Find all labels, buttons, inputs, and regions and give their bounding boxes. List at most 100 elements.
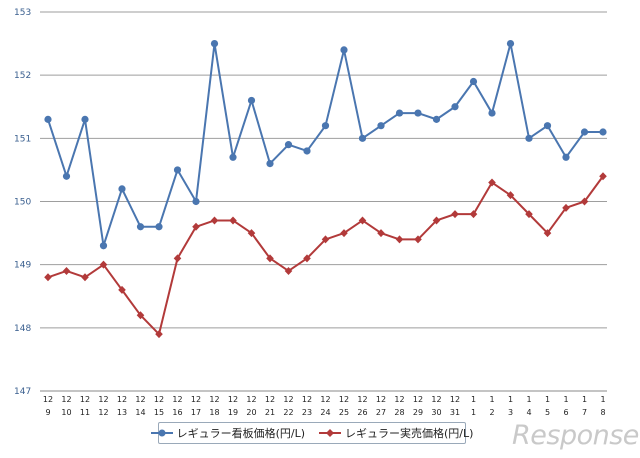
data-point-list-price <box>340 46 348 54</box>
data-point-actual-price <box>506 191 515 200</box>
x-tick-month: 1 <box>563 395 568 404</box>
x-tick-day: 18 <box>209 408 219 417</box>
data-point-actual-price <box>266 254 274 263</box>
series-markers <box>44 39 607 339</box>
x-tick-month: 12 <box>98 395 108 404</box>
x-tick-month: 12 <box>265 395 275 404</box>
x-tick-day: 23 <box>302 408 312 417</box>
gridlines <box>40 11 607 392</box>
y-tick-label: 150 <box>14 198 31 208</box>
x-tick-day: 26 <box>357 408 367 417</box>
x-tick-day: 22 <box>283 408 293 417</box>
x-tick-day: 17 <box>191 408 201 417</box>
x-tick-month: 1 <box>508 395 513 404</box>
x-tick-month: 12 <box>339 395 349 404</box>
x-tick-day: 13 <box>117 408 127 417</box>
data-point-list-price <box>321 122 330 130</box>
x-tick-day: 19 <box>228 408 238 417</box>
legend-item-actual-price: レギュラー実売価格(円/L) <box>319 425 473 441</box>
x-tick-month: 12 <box>376 395 386 404</box>
data-point-list-price <box>543 122 552 130</box>
x-tick-day: 15 <box>154 408 164 417</box>
data-point-list-price <box>562 153 570 161</box>
x-tick-month: 12 <box>302 395 312 404</box>
x-tick-day: 9 <box>45 408 50 417</box>
data-point-list-price <box>136 223 145 231</box>
data-point-actual-price <box>599 172 607 181</box>
x-tick-day: 24 <box>320 408 330 417</box>
circle-marker-icon <box>150 429 173 437</box>
data-point-list-price <box>580 128 589 136</box>
data-point-actual-price <box>118 285 126 294</box>
x-tick-month: 12 <box>172 395 182 404</box>
data-point-list-price <box>229 153 237 161</box>
series-lines <box>47 42 604 336</box>
x-tick-day: 25 <box>339 408 349 417</box>
x-tick-day: 14 <box>135 408 145 417</box>
data-point-list-price <box>247 96 256 105</box>
data-point-list-price <box>599 128 607 136</box>
data-point-actual-price <box>62 266 71 275</box>
x-tick-month: 1 <box>600 395 605 404</box>
data-point-actual-price <box>414 235 422 244</box>
data-point-actual-price <box>340 229 348 238</box>
x-tick-day: 4 <box>526 408 531 417</box>
x-tick-month: 12 <box>154 395 164 404</box>
data-point-list-price <box>118 185 126 193</box>
x-tick-day: 3 <box>508 408 513 417</box>
data-point-actual-price <box>210 216 219 225</box>
diamond-marker-icon <box>319 429 341 437</box>
data-point-actual-price <box>488 178 496 187</box>
x-tick-day: 21 <box>265 408 275 417</box>
x-tick-month: 12 <box>431 395 441 404</box>
data-point-actual-price <box>136 311 145 320</box>
data-point-actual-price <box>247 229 256 238</box>
data-point-list-price <box>303 147 311 155</box>
data-point-actual-price <box>432 216 441 225</box>
x-tick-day: 8 <box>600 408 605 417</box>
x-tick-day: 2 <box>489 408 494 417</box>
legend-item-list-price: レギュラー看板価格(円/L) <box>150 425 305 441</box>
x-tick-month: 1 <box>471 395 476 404</box>
data-point-list-price <box>377 122 385 130</box>
x-tick-month: 12 <box>209 395 219 404</box>
y-tick-label: 152 <box>14 71 31 81</box>
data-point-list-price <box>358 134 367 142</box>
x-tick-month: 12 <box>283 395 293 404</box>
data-point-actual-price <box>81 273 89 282</box>
x-tick-day: 7 <box>582 408 587 417</box>
data-point-list-price <box>81 115 89 123</box>
data-point-actual-price <box>525 210 533 219</box>
data-point-actual-price <box>395 235 404 244</box>
data-point-actual-price <box>284 266 293 275</box>
x-tick-month: 12 <box>394 395 404 404</box>
data-point-actual-price <box>580 197 589 206</box>
series-line-0 <box>47 42 603 247</box>
data-point-list-price <box>469 77 478 86</box>
data-point-list-price <box>395 109 404 117</box>
data-point-list-price <box>266 160 274 168</box>
x-tick-month: 12 <box>450 395 460 404</box>
x-tick-day: 29 <box>413 408 423 417</box>
x-axis-ticks: 1291210121112121213121412151216121712181… <box>43 395 606 417</box>
x-tick-month: 12 <box>61 395 71 404</box>
x-tick-month: 1 <box>526 395 531 404</box>
y-tick-label: 153 <box>14 8 31 18</box>
legend: レギュラー看板価格(円/L) レギュラー実売価格(円/L) <box>150 422 473 444</box>
x-tick-month: 1 <box>545 395 550 404</box>
x-tick-day: 28 <box>394 408 404 417</box>
x-tick-day: 16 <box>172 408 182 417</box>
x-tick-month: 1 <box>582 395 587 404</box>
x-tick-day: 31 <box>450 408 460 417</box>
data-point-actual-price <box>377 229 385 238</box>
data-point-list-price <box>432 115 441 123</box>
data-point-actual-price <box>99 260 108 269</box>
x-tick-month: 12 <box>228 395 238 404</box>
data-point-list-price <box>414 109 422 117</box>
legend-label-actual-price: レギュラー実売価格(円/L) <box>345 427 474 440</box>
data-point-actual-price <box>358 216 367 225</box>
response-logo-watermark: Response. <box>512 420 640 451</box>
data-point-actual-price <box>303 254 311 263</box>
x-tick-day: 10 <box>61 408 71 417</box>
